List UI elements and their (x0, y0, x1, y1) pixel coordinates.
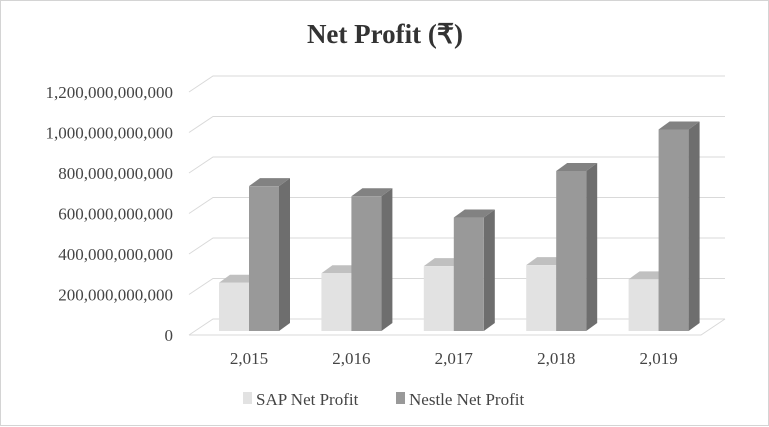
legend-swatch (243, 392, 252, 404)
bar-top (658, 121, 700, 130)
gridline (188, 116, 725, 133)
bar-nestle-3 (556, 162, 598, 331)
gridline (188, 156, 725, 174)
gridlines (188, 75, 726, 336)
bar-top (249, 178, 290, 187)
bar-front (658, 129, 689, 331)
bar-nestle-2 (453, 209, 495, 331)
bar-side (279, 178, 290, 331)
bar-top (556, 162, 598, 171)
y-tick-label: 600,000,000,000 (58, 205, 173, 224)
x-axis-tick-labels: 2,015 2,016 2,017 2,018 2,019 (230, 349, 678, 368)
gridline (188, 237, 725, 255)
legend-label: Nestle Net Profit (409, 390, 524, 409)
legend-swatch (396, 392, 405, 404)
y-tick-label: 1,000,000,000,000 (46, 124, 174, 143)
bar-top (351, 188, 393, 197)
bar-nestle-1 (351, 188, 393, 331)
bar-side (688, 121, 700, 332)
bar-top (453, 209, 495, 218)
gridline (188, 75, 725, 93)
y-tick-label: 800,000,000,000 (58, 164, 173, 183)
y-tick-label: 0 (165, 326, 174, 345)
bar-side (381, 188, 393, 331)
y-tick-label: 200,000,000,000 (58, 286, 173, 305)
bar-front (423, 266, 454, 331)
bar-front (628, 279, 659, 331)
x-tick-label: 2,017 (435, 349, 474, 368)
bar-front (351, 196, 382, 331)
bar-front (526, 265, 557, 331)
y-tick-label: 400,000,000,000 (58, 245, 173, 264)
bar-front (453, 217, 484, 331)
bar-side (586, 162, 598, 331)
bars (219, 121, 700, 332)
y-axis-tick-labels: 0 200,000,000,000 400,000,000,000 600,000,0… (46, 83, 174, 345)
gridline (188, 197, 725, 214)
bar-nestle-0 (249, 178, 290, 331)
chart-title: Net Profit (₹) (307, 19, 463, 49)
bar-side (483, 209, 495, 331)
x-tick-label: 2,018 (537, 349, 575, 368)
x-tick-label: 2,016 (332, 349, 370, 368)
x-tick-label: 2,019 (639, 349, 677, 368)
bar-front (219, 282, 249, 331)
x-tick-label: 2,015 (230, 349, 268, 368)
bar-front (556, 170, 587, 331)
bar-front (249, 186, 279, 331)
y-tick-label: 1,200,000,000,000 (46, 83, 174, 102)
bar-nestle-4 (658, 121, 700, 332)
floor-edge (189, 318, 726, 336)
bar-front (321, 273, 352, 331)
legend: SAP Net Profit Nestle Net Profit (243, 390, 524, 409)
legend-label: SAP Net Profit (256, 390, 359, 409)
